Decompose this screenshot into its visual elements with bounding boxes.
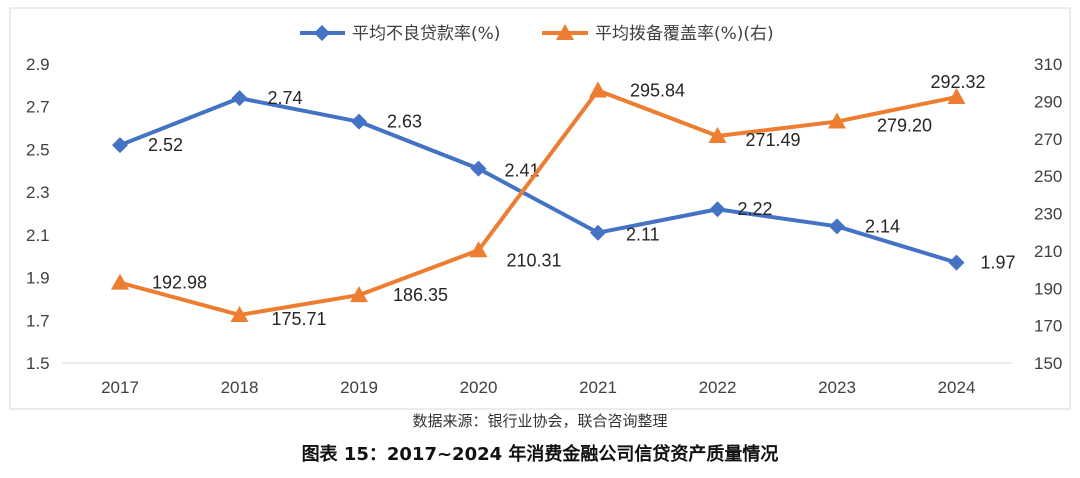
data-label: 175.71 [272, 309, 327, 329]
figure-caption: 图表 15：2017~2024 年消费金融公司信贷资产质量情况 [301, 444, 779, 465]
series-provision-coverage: 192.98 175.71 186.35 210.31 295.84 271.49 279.… [111, 72, 986, 329]
legend-item-npl-ratio: 平均不良贷款率(%) [300, 24, 500, 44]
x-tick-label: 2021 [579, 378, 617, 397]
y-left-tick-label: 2.1 [26, 226, 50, 245]
series-npl-ratio: 2.52 2.74 2.63 2.41 2.11 2.22 2.14 1.97 [112, 88, 1016, 273]
y-right-tick-label: 310 [1034, 55, 1062, 74]
data-point-marker [829, 218, 845, 235]
axes: 1.5 1.7 1.9 2.1 2.3 2.5 2.7 2.9 150 170 190 210 230 2… [26, 55, 1062, 397]
data-label: 192.98 [152, 273, 207, 293]
series-line [119, 88, 957, 317]
data-point-marker [590, 224, 606, 241]
x-tick-label: 2018 [221, 378, 259, 397]
data-label: 2.74 [268, 88, 303, 108]
y-right-tick-label: 190 [1034, 279, 1062, 298]
data-label: 2.63 [387, 112, 422, 132]
data-label: 295.84 [630, 80, 685, 100]
source-note: 数据来源：银行业协会，联合咨询整理 [412, 412, 668, 430]
x-tick-label: 2023 [818, 378, 856, 397]
data-label: 271.49 [746, 130, 801, 150]
series-line [119, 96, 958, 265]
data-point-marker [589, 81, 607, 98]
data-label: 2.11 [626, 225, 660, 245]
data-point-marker [231, 90, 248, 107]
y-left-tick-label: 2.5 [26, 140, 50, 159]
x-tick-label: 2022 [699, 378, 737, 397]
series-layer: 2.52 2.74 2.63 2.41 2.11 2.22 2.14 1.97 192.98 17… [111, 72, 1016, 329]
data-point-marker [828, 112, 846, 129]
data-point-marker [709, 201, 726, 218]
y-right-tick-label: 150 [1034, 354, 1062, 373]
data-point-marker [112, 137, 128, 154]
data-label: 2.22 [738, 199, 773, 219]
data-point-marker [350, 286, 368, 303]
y-right-tick-label: 270 [1034, 130, 1062, 149]
x-tick-label: 2017 [101, 378, 139, 397]
data-label: 279.20 [877, 116, 932, 136]
legend-label: 平均不良贷款率(%) [352, 24, 500, 44]
data-point-marker [708, 126, 727, 143]
data-point-marker [230, 305, 249, 322]
legend: 平均不良贷款率(%) 平均拨备覆盖率(%)(右) [300, 24, 774, 44]
y-left-tick-label: 1.5 [26, 354, 50, 373]
data-label: 210.31 [507, 250, 562, 270]
chart-frame [9, 7, 1071, 410]
legend-item-provision-coverage: 平均拨备覆盖率(%)(右) [542, 24, 774, 44]
data-label: 1.97 [981, 253, 1016, 273]
x-tick-label: 2019 [340, 378, 378, 397]
data-point-marker [111, 273, 129, 290]
data-label: 2.52 [148, 135, 183, 155]
data-point-marker [948, 254, 965, 271]
y-right-tick-label: 230 [1034, 205, 1062, 224]
data-label: 2.14 [865, 216, 900, 236]
y-left-tick-label: 2.7 [26, 98, 50, 117]
y-left-tick-label: 2.9 [26, 55, 50, 74]
y-left-tick-label: 2.3 [26, 183, 50, 202]
legend-diamond-marker [314, 25, 330, 41]
data-point-marker [351, 113, 367, 130]
data-point-marker [470, 160, 487, 177]
y-right-tick-label: 170 [1034, 317, 1062, 336]
legend-triangle-marker [556, 24, 574, 40]
x-tick-label: 2020 [460, 378, 498, 397]
y-left-tick-label: 1.7 [26, 311, 50, 330]
y-right-tick-label: 250 [1034, 167, 1062, 186]
x-tick-label: 2024 [938, 378, 976, 397]
y-left-tick-label: 1.9 [26, 269, 50, 288]
y-right-tick-label: 290 [1034, 92, 1062, 111]
data-label: 186.35 [393, 285, 448, 305]
dual-axis-line-chart: 平均不良贷款率(%) 平均拨备覆盖率(%)(右) 1.5 1.7 1.9 2.1 2.3 2… [9, 7, 1071, 410]
data-point-marker [947, 88, 966, 105]
data-label: 292.32 [931, 72, 986, 92]
data-label: 2.41 [505, 161, 540, 181]
data-point-marker [469, 241, 488, 258]
legend-label: 平均拨备覆盖率(%)(右) [595, 24, 774, 44]
y-right-tick-label: 210 [1034, 242, 1062, 261]
